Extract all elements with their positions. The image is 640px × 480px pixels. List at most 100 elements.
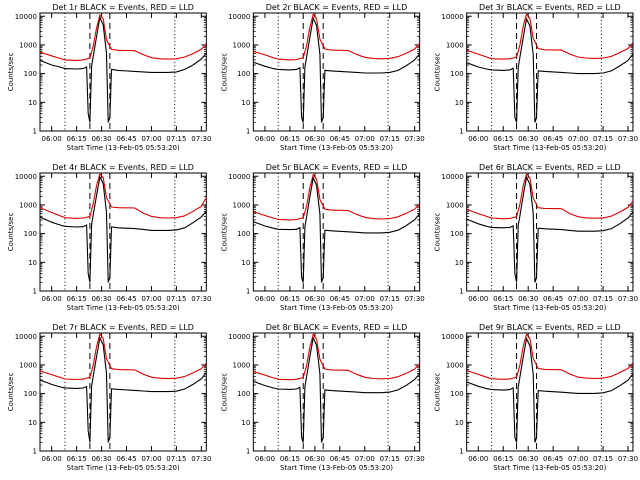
x-tick-label: 07:15 <box>166 135 186 143</box>
x-axis-label: Start Time (13-Feb-05 05:53:20) <box>67 464 180 472</box>
chart-panel: Det 5r BLACK = Events, RED = LLD 1 10 100 10… <box>220 163 424 312</box>
x-tick-label: 06:30 <box>518 135 538 143</box>
y-tick-label: 10000 <box>228 333 250 341</box>
x-tick-label: 06:30 <box>305 455 325 463</box>
x-tick-label: 06:15 <box>66 455 86 463</box>
chart-title: Det 7r BLACK = Events, RED = LLD <box>52 323 194 332</box>
x-tick-label: 06:45 <box>116 135 136 143</box>
x-tick-label: 06:15 <box>493 135 513 143</box>
y-axis-label: Counts/sec <box>434 213 442 252</box>
x-tick-label: 06:00 <box>255 295 275 303</box>
series-lld-line <box>253 333 420 381</box>
series-events-line <box>40 15 207 123</box>
series-events-line <box>253 336 420 443</box>
y-tick-label: 10000 <box>15 13 37 21</box>
y-axis-label: Counts/sec <box>434 373 442 412</box>
x-tick-label: 06:30 <box>91 135 111 143</box>
y-tick-label: 100 <box>450 70 463 78</box>
plot-frame <box>39 172 207 292</box>
chart-title: Det 4r BLACK = Events, RED = LLD <box>52 163 194 172</box>
y-tick-label: 1 <box>246 288 250 296</box>
x-tick-label: 07:30 <box>191 455 211 463</box>
y-tick-label: 1 <box>246 448 250 456</box>
y-tick-label: 10 <box>241 99 250 107</box>
series-lld-line <box>466 13 633 60</box>
x-tick-label: 07:00 <box>568 455 588 463</box>
x-tick-label: 07:30 <box>405 135 425 143</box>
plot-frame <box>252 332 421 452</box>
y-tick-label: 100 <box>450 390 463 398</box>
x-tick-label: 06:00 <box>42 135 62 143</box>
x-tick-label: 07:30 <box>618 295 638 303</box>
y-tick-label: 1 <box>459 288 463 296</box>
x-axis-label: Start Time (13-Feb-05 05:53:20) <box>493 464 606 472</box>
plot-frame <box>252 12 421 132</box>
x-tick-label: 07:15 <box>593 135 613 143</box>
x-tick-label: 06:00 <box>42 455 62 463</box>
x-tick-label: 07:30 <box>191 135 211 143</box>
chart-panel: Det 7r BLACK = Events, RED = LLD 1 10 100 10… <box>7 323 211 472</box>
y-tick-label: 10000 <box>15 333 37 341</box>
x-tick-label: 07:30 <box>618 455 638 463</box>
y-tick-label: 10 <box>28 99 37 107</box>
x-tick-label: 06:30 <box>91 455 111 463</box>
y-axis-label: Counts/sec <box>220 373 228 412</box>
x-axis-label: Start Time (13-Feb-05 05:53:20) <box>280 464 393 472</box>
x-tick-label: 07:15 <box>380 135 400 143</box>
y-tick-label: 1000 <box>446 361 464 369</box>
x-tick-label: 07:30 <box>405 455 425 463</box>
y-tick-label: 1 <box>33 448 37 456</box>
plot-frame <box>466 172 634 292</box>
x-tick-label: 07:00 <box>568 295 588 303</box>
y-tick-label: 10 <box>28 419 37 427</box>
series-lld-line <box>466 333 633 380</box>
x-tick-label: 06:15 <box>66 135 86 143</box>
x-axis-label: Start Time (13-Feb-05 05:53:20) <box>280 304 393 312</box>
y-tick-label: 100 <box>237 390 250 398</box>
y-tick-label: 100 <box>24 70 37 78</box>
x-tick-label: 07:15 <box>593 455 613 463</box>
x-tick-label: 06:30 <box>91 295 111 303</box>
y-tick-label: 1 <box>459 448 463 456</box>
series-events-line <box>40 336 207 443</box>
chart-title: Det 5r BLACK = Events, RED = LLD <box>266 163 408 172</box>
plot-frame <box>39 332 207 452</box>
y-tick-label: 10 <box>455 419 464 427</box>
y-tick-label: 1000 <box>446 41 464 49</box>
x-tick-label: 07:30 <box>618 135 638 143</box>
x-tick-label: 07:30 <box>191 295 211 303</box>
series-events-line <box>253 16 420 123</box>
series-lld-line <box>40 333 207 381</box>
series-lld-line <box>253 173 420 221</box>
x-tick-label: 06:45 <box>330 295 350 303</box>
chart-panel: Det 4r BLACK = Events, RED = LLD 1 10 100 10… <box>7 163 211 312</box>
y-tick-label: 1000 <box>19 41 37 49</box>
chart-panel: Det 1r BLACK = Events, RED = LLD 1 10 100 10… <box>7 3 211 152</box>
chart-panel: Det 8r BLACK = Events, RED = LLD 1 10 100 10… <box>220 323 424 472</box>
series-events-line <box>40 175 207 283</box>
series-lld-line <box>466 173 633 220</box>
x-tick-label: 06:15 <box>66 295 86 303</box>
x-tick-label: 07:15 <box>380 455 400 463</box>
x-tick-label: 07:15 <box>166 455 186 463</box>
x-axis-label: Start Time (13-Feb-05 05:53:20) <box>280 144 393 152</box>
y-tick-label: 1000 <box>19 361 37 369</box>
chart-panel: Det 9r BLACK = Events, RED = LLD 1 10 100 10… <box>434 323 638 472</box>
x-tick-label: 07:00 <box>141 455 161 463</box>
y-tick-label: 10 <box>241 259 250 267</box>
plot-frame <box>466 332 634 452</box>
y-tick-label: 1 <box>33 288 37 296</box>
y-tick-label: 1000 <box>233 41 251 49</box>
x-tick-label: 06:00 <box>468 455 488 463</box>
chart-title: Det 6r BLACK = Events, RED = LLD <box>479 163 621 172</box>
plot-frame <box>39 12 207 132</box>
x-tick-label: 06:00 <box>42 295 62 303</box>
x-tick-label: 06:45 <box>116 295 136 303</box>
y-tick-label: 10000 <box>441 173 463 181</box>
series-events-line <box>466 175 633 283</box>
y-tick-label: 10 <box>455 259 464 267</box>
y-tick-label: 1000 <box>233 201 251 209</box>
x-tick-label: 07:00 <box>355 295 375 303</box>
y-axis-label: Counts/sec <box>220 213 228 252</box>
